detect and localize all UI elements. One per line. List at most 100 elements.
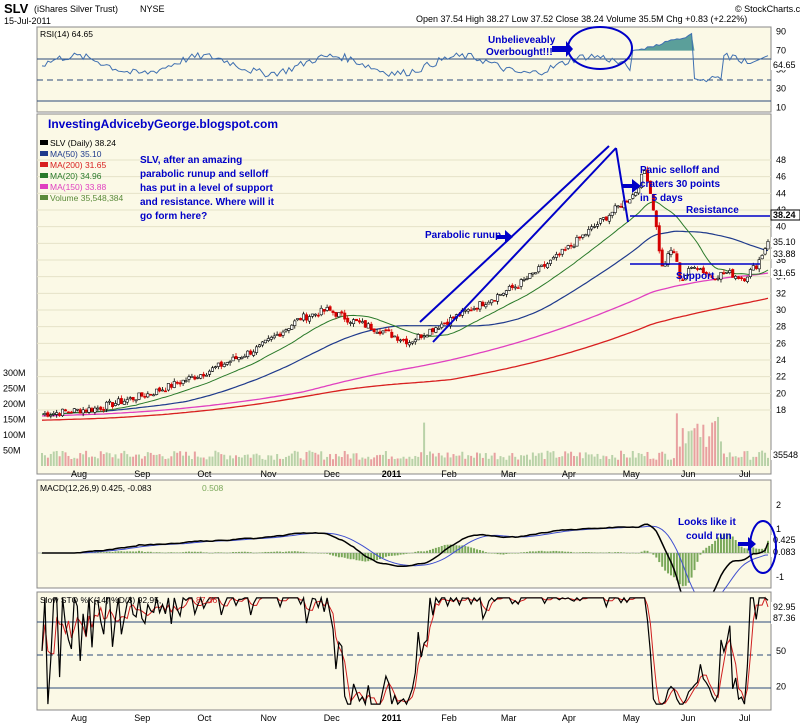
volume-bar bbox=[323, 459, 326, 466]
macd-histogram-bar bbox=[434, 547, 437, 553]
volume-bar bbox=[82, 454, 85, 466]
price-tick-label: 20 bbox=[776, 388, 786, 398]
candle-body bbox=[634, 192, 638, 196]
candle-body bbox=[305, 314, 309, 321]
candle-body bbox=[52, 413, 56, 415]
volume-bar bbox=[246, 454, 249, 466]
volume-bar bbox=[711, 422, 714, 466]
volume-bar bbox=[211, 456, 214, 466]
macd-histogram-bar bbox=[537, 550, 540, 553]
volume-bar bbox=[208, 456, 211, 466]
volume-bar bbox=[273, 459, 276, 466]
volume-bar bbox=[478, 453, 481, 466]
macd-histogram-bar bbox=[284, 551, 287, 553]
macd-histogram-bar bbox=[546, 551, 549, 553]
macd-histogram-bar bbox=[220, 552, 223, 553]
volume-bar bbox=[361, 457, 364, 466]
candle-body bbox=[66, 411, 70, 414]
volume-bar bbox=[331, 459, 334, 466]
volume-bar bbox=[640, 453, 643, 466]
price-tick-label: 36 bbox=[776, 255, 786, 265]
candle-body bbox=[372, 328, 376, 332]
macd-histogram-bar bbox=[540, 550, 543, 553]
candle-body bbox=[302, 313, 306, 321]
macd-histogram-bar bbox=[649, 552, 652, 554]
volume-bar bbox=[252, 454, 255, 466]
macd-histogram-bar bbox=[99, 552, 102, 553]
candle-body bbox=[299, 318, 303, 321]
volume-bar bbox=[320, 451, 323, 466]
candle-body bbox=[645, 169, 649, 182]
volume-bar bbox=[567, 453, 570, 466]
volume-bar bbox=[449, 457, 452, 466]
volume-tag bbox=[771, 450, 800, 460]
volume-bar bbox=[337, 456, 340, 466]
macd-histogram-bar bbox=[96, 551, 99, 553]
macd-histogram-bar bbox=[681, 553, 684, 587]
candle-body bbox=[143, 396, 147, 398]
date-label-mid: Jul bbox=[739, 469, 751, 479]
macd-histogram-bar bbox=[114, 551, 117, 553]
volume-bar bbox=[352, 453, 355, 466]
candle-body bbox=[484, 304, 488, 308]
ma50-value: 35.10 bbox=[773, 237, 796, 247]
macd-histogram-bar bbox=[761, 548, 764, 553]
volume-bar bbox=[631, 450, 634, 466]
macd-histogram-bar bbox=[690, 553, 693, 578]
candle-body bbox=[404, 338, 408, 345]
volume-bar bbox=[690, 430, 693, 466]
macd-histogram-bar bbox=[217, 552, 220, 553]
legend-entry: MA(50) 35.10 bbox=[50, 149, 102, 159]
candle-body bbox=[422, 335, 426, 338]
macd-histogram-bar bbox=[161, 552, 164, 554]
volume-bar bbox=[758, 452, 761, 466]
candle-body bbox=[596, 224, 600, 227]
macd-histogram-bar bbox=[317, 553, 320, 554]
macd-histogram-bar bbox=[346, 553, 349, 559]
macd-histogram-bar bbox=[605, 552, 608, 554]
candle-body bbox=[231, 356, 235, 362]
volume-bar bbox=[520, 455, 523, 466]
macd-histogram-bar bbox=[423, 551, 426, 553]
candle-body bbox=[760, 255, 764, 260]
volume-bar bbox=[423, 422, 426, 466]
candle-body bbox=[607, 215, 611, 222]
candle-body bbox=[363, 320, 367, 328]
ma150-tag bbox=[771, 249, 800, 259]
volume-bar bbox=[99, 451, 102, 466]
candle-body bbox=[657, 225, 661, 252]
candle-body bbox=[378, 331, 382, 335]
price-tick-label: 40 bbox=[776, 222, 786, 232]
volume-bar bbox=[614, 457, 617, 466]
candle-body bbox=[463, 309, 467, 312]
macd-histogram-bar bbox=[252, 552, 255, 554]
candle-body bbox=[587, 229, 591, 236]
macd-histogram-bar bbox=[631, 552, 634, 554]
macd-histogram-bar bbox=[719, 534, 722, 553]
overbought-annotation-2: Overbought!!! bbox=[486, 47, 553, 58]
candle-body bbox=[93, 407, 97, 413]
volume-bar bbox=[581, 458, 584, 466]
volume-bar bbox=[152, 454, 155, 466]
macd-histogram-bar bbox=[111, 551, 114, 553]
macd-histogram-bar bbox=[246, 551, 249, 553]
macd-histogram-bar bbox=[364, 553, 367, 562]
volume-bar bbox=[173, 451, 176, 466]
volume-bar bbox=[376, 455, 379, 466]
macd-histogram-bar bbox=[578, 552, 581, 553]
volume-bar bbox=[458, 455, 461, 466]
macd-tag-2: 0.083 bbox=[773, 547, 796, 557]
candle-body bbox=[566, 245, 570, 249]
candle-body bbox=[628, 199, 632, 204]
macd-histogram-bar bbox=[670, 553, 673, 576]
candle-body bbox=[210, 367, 214, 372]
candle-body bbox=[146, 393, 150, 398]
candle-body bbox=[393, 335, 397, 338]
volume-bar bbox=[767, 457, 769, 466]
candle-body bbox=[125, 399, 129, 403]
volume-bar bbox=[387, 458, 390, 466]
macd-histogram-bar bbox=[323, 553, 326, 554]
volume-bar bbox=[672, 458, 675, 466]
candle-body bbox=[572, 246, 576, 248]
